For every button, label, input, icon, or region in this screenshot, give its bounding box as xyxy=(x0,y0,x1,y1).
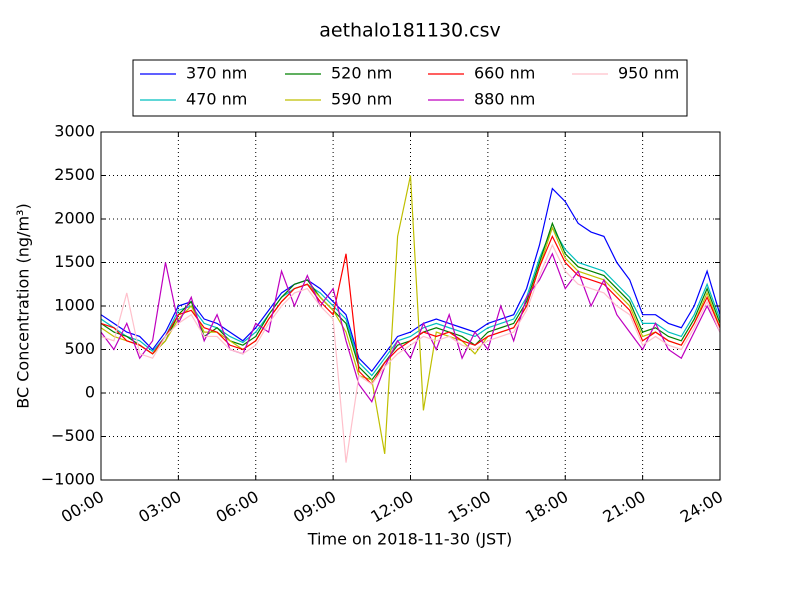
y-tick-label: 1500 xyxy=(54,252,95,271)
y-tick-label: 0 xyxy=(85,383,95,402)
y-tick-label: 2000 xyxy=(54,209,95,228)
y-tick-label: 1000 xyxy=(54,296,95,315)
legend: 370 nm 470 nm 520 nm 590 nm 660 nm 880 nm 950 … xyxy=(140,64,679,109)
y-axis-label: BC Concentration (ng/m³) xyxy=(14,203,33,408)
y-tick-label: 3000 xyxy=(54,122,95,141)
legend-label: 950 nm xyxy=(618,64,679,83)
series-line xyxy=(101,234,720,386)
y-tick-label: 500 xyxy=(64,339,95,358)
y-tick-label: 2500 xyxy=(54,165,95,184)
series-line xyxy=(101,226,720,377)
series-line xyxy=(101,252,720,403)
legend-label: 520 nm xyxy=(331,64,392,83)
legend-label: 660 nm xyxy=(474,64,535,83)
legend-box xyxy=(132,59,688,117)
plot-lines xyxy=(101,175,720,463)
y-tick-label: −500 xyxy=(51,426,95,445)
legend-label: 370 nm xyxy=(186,64,247,83)
legend-label: 470 nm xyxy=(186,90,247,109)
chart-title: aethalo181130.csv xyxy=(319,20,501,42)
y-tick-label: −1000 xyxy=(41,470,95,489)
legend-label: 590 nm xyxy=(331,90,392,109)
legend-label: 880 nm xyxy=(474,90,535,109)
series-line xyxy=(101,243,720,463)
x-axis-label: Time on 2018-11-30 (JST) xyxy=(307,530,512,549)
series-line xyxy=(101,175,720,455)
series-line xyxy=(101,187,720,373)
